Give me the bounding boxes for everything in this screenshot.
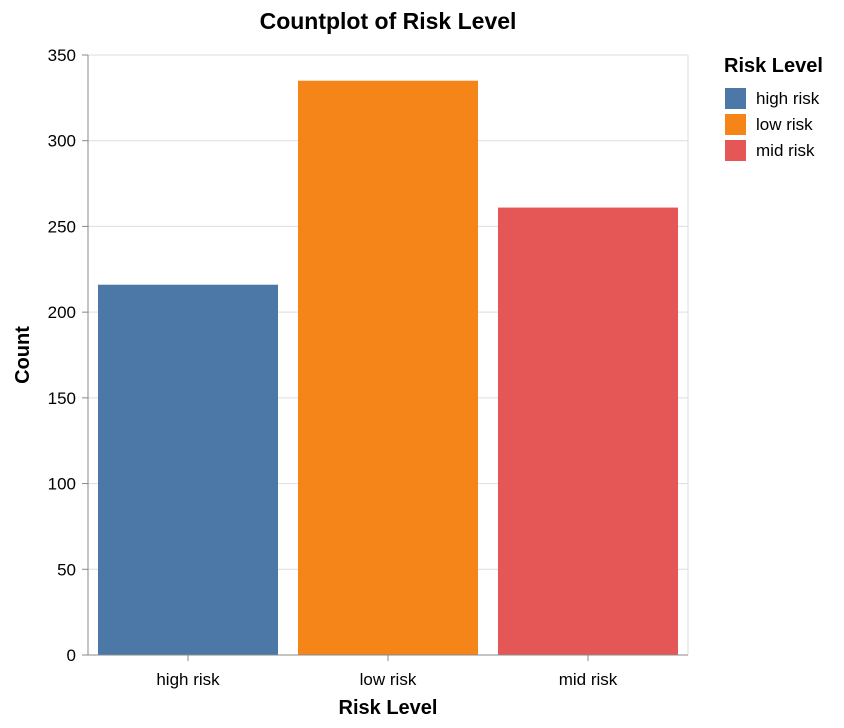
y-tick-label: 250: [48, 217, 76, 236]
legend-swatch-mid-risk: [725, 140, 746, 161]
legend-title: Risk Level: [724, 55, 823, 77]
legend-label-mid-risk: mid risk: [756, 141, 815, 160]
chart-title: Countplot of Risk Level: [260, 8, 517, 34]
plot-area: 0 50 100 150 200 250 300 350 high risk low risk mi…: [48, 46, 689, 689]
y-tick-label: 200: [48, 303, 76, 322]
legend-swatch-high-risk: [725, 88, 746, 109]
legend: Risk Level high risk low risk mid risk: [724, 55, 823, 161]
bar-mid-risk: [498, 207, 678, 656]
y-tick-label: 100: [48, 475, 76, 494]
x-axis-title: Risk Level: [339, 697, 438, 719]
legend-label-high-risk: high risk: [756, 89, 820, 108]
y-tick-label: 300: [48, 132, 76, 151]
y-axis-title: Count: [12, 326, 34, 384]
bar-high-risk: [98, 284, 278, 655]
y-tick-label: 50: [57, 560, 76, 579]
x-tick-label: high risk: [156, 670, 220, 689]
x-tick-label: mid risk: [559, 670, 618, 689]
y-tick-label: 350: [48, 46, 76, 65]
legend-swatch-low-risk: [725, 114, 746, 135]
legend-label-low-risk: low risk: [756, 115, 813, 134]
x-tick-label: low risk: [360, 670, 417, 689]
bar-low-risk: [298, 80, 478, 655]
y-tick-label: 150: [48, 389, 76, 408]
y-tick-label: 0: [67, 646, 76, 665]
